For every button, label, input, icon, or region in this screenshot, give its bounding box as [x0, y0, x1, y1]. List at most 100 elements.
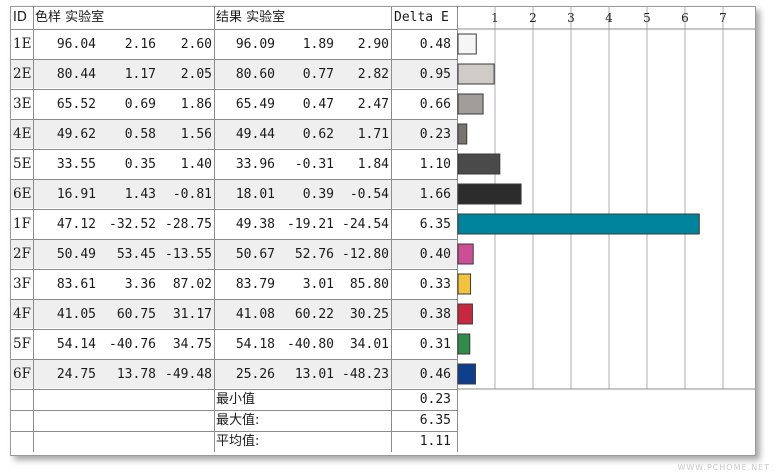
- header-sample-lab: 色样 实验室: [35, 10, 105, 25]
- result-value: 80.60: [235, 67, 275, 82]
- sample-value: 2.60: [180, 37, 212, 52]
- row-divider: [11, 299, 457, 300]
- bar-6E: [457, 183, 522, 205]
- sample-value: 13.78: [116, 367, 156, 382]
- result-value: 13.01: [294, 367, 334, 382]
- bar-3F: [457, 273, 472, 295]
- x-tick-label: 1: [491, 11, 499, 25]
- result-value: -0.31: [294, 157, 334, 172]
- summary-divider: [11, 410, 457, 411]
- result-value: 33.96: [235, 157, 275, 172]
- result-value: 49.44: [235, 127, 275, 142]
- result-value: 1.84: [357, 157, 389, 172]
- row-id: 6E: [13, 186, 32, 202]
- row-divider: [11, 89, 457, 90]
- table-row-bg: [11, 359, 457, 388]
- row-divider: [11, 239, 457, 240]
- row-id: 2F: [13, 246, 31, 262]
- table-row-bg: [11, 119, 457, 148]
- sample-value: 2.05: [180, 67, 212, 82]
- table-row-bg: [11, 89, 457, 118]
- bar-3E: [457, 93, 484, 115]
- table-row-bg: [11, 29, 457, 58]
- x-tick-label: 6: [681, 11, 689, 25]
- result-value: 18.01: [235, 187, 275, 202]
- sample-value: 0.58: [124, 127, 156, 142]
- row-divider: [11, 179, 457, 180]
- summary-label: 最大值:: [216, 413, 260, 428]
- table-row-bg: [11, 209, 457, 238]
- result-value: 83.79: [235, 277, 275, 292]
- header-id: ID: [13, 10, 27, 25]
- x-tick-label: 7: [719, 11, 727, 25]
- result-value: 2.82: [357, 67, 389, 82]
- sample-value: 49.62: [56, 127, 96, 142]
- result-value: 25.26: [235, 367, 275, 382]
- result-value: 0.39: [302, 187, 334, 202]
- result-value: 34.01: [349, 337, 389, 352]
- header-result-lab: 结果 实验室: [216, 10, 286, 25]
- result-value: 96.09: [235, 37, 275, 52]
- delta-e-value: 0.33: [419, 277, 451, 292]
- result-value: 41.08: [235, 307, 275, 322]
- result-value: 85.80: [349, 277, 389, 292]
- x-tick-label: 5: [643, 11, 651, 25]
- result-value: -48.23: [342, 367, 389, 382]
- sample-value: 53.45: [116, 247, 156, 262]
- result-value: 52.76: [294, 247, 334, 262]
- sample-value: -28.75: [165, 217, 212, 232]
- row-divider: [11, 359, 457, 360]
- row-divider: [11, 389, 457, 390]
- delta-e-value: 1.66: [419, 187, 451, 202]
- bar-4E: [457, 123, 468, 145]
- result-value: -40.80: [287, 337, 334, 352]
- x-tick-label: 4: [605, 11, 613, 25]
- sample-value: 2.16: [124, 37, 156, 52]
- sample-value: 87.02: [172, 277, 212, 292]
- result-value: 0.62: [302, 127, 334, 142]
- column-divider: [391, 7, 392, 452]
- delta-e-value: 0.66: [419, 97, 451, 112]
- sample-value: 1.40: [180, 157, 212, 172]
- header-delta-e: Delta E: [394, 10, 449, 25]
- x-tick-label: 2: [529, 11, 537, 25]
- watermark: WWW.PCHOME.NET: [677, 463, 770, 472]
- result-value: 50.67: [235, 247, 275, 262]
- row-id: 3F: [13, 276, 31, 292]
- table-row-bg: [11, 239, 457, 268]
- result-value: 0.77: [302, 67, 334, 82]
- row-id: 3E: [13, 96, 32, 112]
- row-id: 1F: [13, 216, 31, 232]
- table-row-bg: [11, 299, 457, 328]
- summary-label: 平均值:: [216, 434, 260, 449]
- delta-e-value: 0.38: [419, 307, 451, 322]
- sample-value: 34.75: [172, 337, 212, 352]
- row-divider: [11, 119, 457, 120]
- sample-value: 47.12: [56, 217, 96, 232]
- result-value: -12.80: [342, 247, 389, 262]
- row-id: 4F: [13, 306, 31, 322]
- sample-value: -32.52: [109, 217, 156, 232]
- bar-5E: [457, 153, 501, 175]
- sample-value: 16.91: [56, 187, 96, 202]
- delta-e-value: 0.48: [419, 37, 451, 52]
- row-id: 5F: [13, 336, 31, 352]
- sample-value: 54.14: [56, 337, 96, 352]
- bar-5F: [457, 333, 471, 355]
- row-divider: [11, 209, 457, 210]
- summary-value: 0.23: [419, 392, 451, 407]
- result-value: 0.47: [302, 97, 334, 112]
- row-divider: [11, 269, 457, 270]
- delta-e-value: 0.40: [419, 247, 451, 262]
- sample-value: 1.56: [180, 127, 212, 142]
- sample-value: 31.17: [172, 307, 212, 322]
- x-tick-label: 3: [567, 11, 575, 25]
- sample-value: 41.05: [56, 307, 96, 322]
- delta-e-value: 0.23: [419, 127, 451, 142]
- result-value: -24.54: [342, 217, 389, 232]
- row-id: 6F: [13, 366, 31, 382]
- row-divider: [11, 329, 457, 330]
- delta-e-value: 0.31: [419, 337, 451, 352]
- delta-e-value: 1.10: [419, 157, 451, 172]
- result-value: 2.90: [357, 37, 389, 52]
